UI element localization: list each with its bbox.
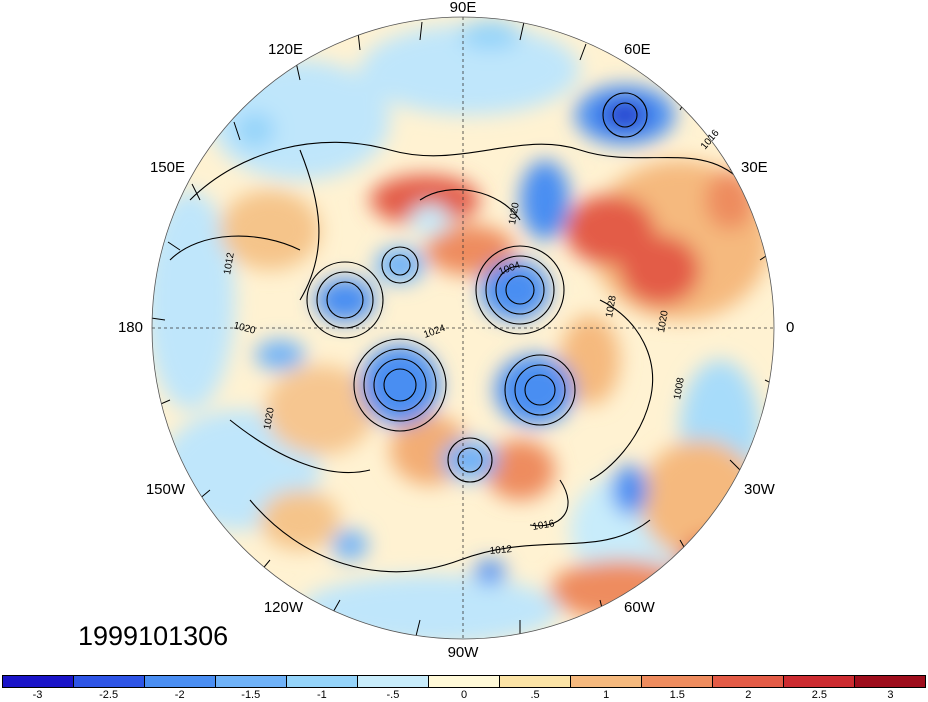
isobar-label: 1012 <box>489 544 513 557</box>
colorbar-tick-label: 1.5 <box>669 689 685 701</box>
longitude-label-150w: 150W <box>145 481 185 498</box>
colorbar-bin <box>429 676 500 687</box>
colorbar-tick-label: -.5 <box>386 689 400 701</box>
longitude-label-60w: 60W <box>624 599 655 616</box>
date-timestamp: 1999101306 <box>78 621 229 651</box>
colorbar-tick-label: -1 <box>316 689 327 701</box>
colorbar-tick-label: -3 <box>32 689 43 701</box>
colorbar-tick-label: 1 <box>603 689 610 701</box>
longitude-label-90w: 90W <box>447 644 479 661</box>
longitude-label-0: 0 <box>786 319 795 336</box>
colorbar-tick-label: .5 <box>530 689 540 701</box>
colorbar-tick-label: -1.5 <box>241 689 261 701</box>
longitude-label-60e: 60E <box>624 41 651 58</box>
isobar-label: 1016 <box>532 518 556 533</box>
colorbar-tick-label: -2 <box>174 689 185 701</box>
longitude-label-180: 180 <box>117 319 143 336</box>
isobar-label: 1008 <box>672 376 687 400</box>
colorbar-bin <box>642 676 713 687</box>
isobar-label: 1012 <box>222 251 237 275</box>
colorbar-bin <box>358 676 429 687</box>
isobar-contours <box>169 92 741 573</box>
longitude-label-30e: 30E <box>741 159 768 176</box>
colorbar-tick-label: 2.5 <box>811 689 828 701</box>
grid-lines <box>152 17 774 639</box>
isobar-label: 1020 <box>507 201 522 225</box>
colorbar-bin <box>3 676 74 687</box>
colorbar-bin <box>500 676 571 687</box>
colorbar-bin <box>74 676 145 687</box>
colorbar-bin <box>855 676 925 687</box>
colorbar-tick-label: -2.5 <box>99 689 119 701</box>
colorbar-bin <box>287 676 358 687</box>
anomaly-shading <box>152 17 774 639</box>
colorbar-bin <box>784 676 855 687</box>
longitude-label-30w: 30W <box>744 481 775 498</box>
colorbar-bin <box>713 676 784 687</box>
isobar-label: 1020 <box>262 406 277 430</box>
isobar-label: 1020 <box>656 309 671 333</box>
longitude-label-120e: 120E <box>267 41 303 58</box>
isobar-label: 1028 <box>604 294 619 318</box>
colorbar-bin <box>145 676 216 687</box>
colorbar-bin <box>571 676 642 687</box>
longitude-label-150e: 150E <box>149 159 185 176</box>
map-boundary <box>151 16 775 640</box>
longitude-label-90e: 90E <box>449 0 477 16</box>
colorbar <box>2 675 926 688</box>
colorbar-bin <box>216 676 287 687</box>
colorbar-tick-label: 2 <box>745 689 752 701</box>
longitude-label-120w: 120W <box>263 599 303 616</box>
colorbar-tick-label: 3 <box>887 689 894 701</box>
colorbar-tick-label: 0 <box>460 689 468 701</box>
